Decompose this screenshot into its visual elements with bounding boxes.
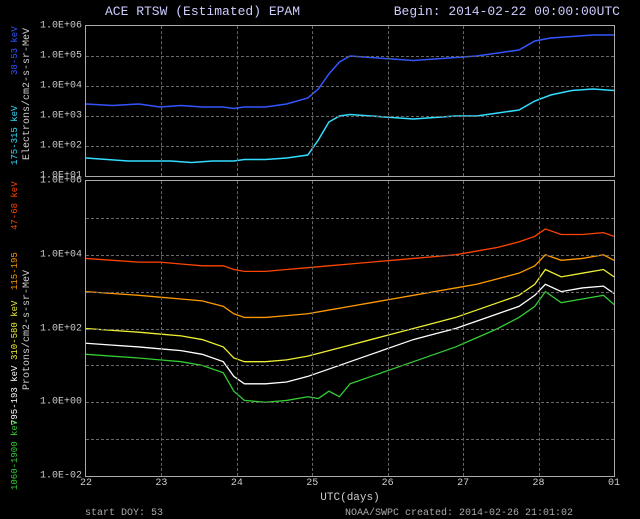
x-axis-label: UTC(days) xyxy=(320,492,379,504)
channel-label: 175-315 keV xyxy=(10,106,20,165)
channel-label: 38-53 keV xyxy=(10,26,20,75)
gridline xyxy=(463,26,464,176)
y-tick-label: 1.0E+02 xyxy=(40,323,82,334)
chart-title: ACE RTSW (Estimated) EPAM xyxy=(105,4,300,19)
y-tick-label: 1.0E-02 xyxy=(40,471,82,482)
protons-ylabel: Protons/cm2-s-sr-MeV xyxy=(22,270,33,390)
gridline xyxy=(388,181,389,476)
gridline xyxy=(86,365,614,366)
x-tick-label: 26 xyxy=(382,478,394,489)
protons-panel: UTC(days) 1.0E-021.0E+001.0E+021.0E+041.… xyxy=(85,180,615,477)
channel-label: 795-193 keV xyxy=(10,366,20,425)
electrons-traces xyxy=(86,26,614,176)
footer-start-doy: start DOY: 53 xyxy=(85,508,163,519)
x-tick-label: 22 xyxy=(80,478,92,489)
data-series xyxy=(86,89,614,163)
gridline xyxy=(161,26,162,176)
y-tick-label: 1.0E+00 xyxy=(40,397,82,408)
gridline xyxy=(388,26,389,176)
x-tick-label: 24 xyxy=(231,478,243,489)
y-tick-label: 1.0E+05 xyxy=(40,51,82,62)
gridline xyxy=(463,181,464,476)
x-tick-label: 25 xyxy=(306,478,318,489)
gridline xyxy=(86,292,614,293)
gridline xyxy=(312,26,313,176)
y-tick-label: 1.0E+06 xyxy=(40,176,82,187)
channel-label: 1060-1900 keV xyxy=(10,420,20,490)
chart-page: ACE RTSW (Estimated) EPAM Begin: 2014-02… xyxy=(0,0,640,512)
x-tick-label: 23 xyxy=(155,478,167,489)
channel-label: 310-580 keV xyxy=(10,301,20,360)
gridline xyxy=(86,146,614,147)
y-tick-label: 1.0E+06 xyxy=(40,21,82,32)
channel-label: 115-195 xyxy=(10,252,20,290)
gridline xyxy=(237,181,238,476)
chart-begin-time: Begin: 2014-02-22 00:00:00UTC xyxy=(394,4,620,19)
footer-credit: NOAA/SWPC created: 2014-02-26 21:01:02 xyxy=(345,508,573,519)
gridline xyxy=(86,329,614,330)
electrons-panel: 1.0E+011.0E+021.0E+031.0E+041.0E+051.0E+… xyxy=(85,25,615,177)
gridline xyxy=(86,439,614,440)
x-tick-label: 28 xyxy=(533,478,545,489)
x-tick-label: 27 xyxy=(457,478,469,489)
gridline xyxy=(539,26,540,176)
gridline xyxy=(312,181,313,476)
y-tick-label: 1.0E+04 xyxy=(40,249,82,260)
gridline xyxy=(86,218,614,219)
channel-label: 47-68 keV xyxy=(10,181,20,230)
gridline xyxy=(237,26,238,176)
gridline xyxy=(86,255,614,256)
electrons-ylabel: Electrons/cm2-s-sr-MeV xyxy=(22,28,33,160)
gridline xyxy=(86,56,614,57)
x-tick-label: 01 xyxy=(608,478,620,489)
y-tick-label: 1.0E+04 xyxy=(40,81,82,92)
data-series xyxy=(86,292,614,403)
data-series xyxy=(86,270,614,362)
gridline xyxy=(86,86,614,87)
y-tick-label: 1.0E+03 xyxy=(40,111,82,122)
gridline xyxy=(86,116,614,117)
gridline xyxy=(86,402,614,403)
y-tick-label: 1.0E+02 xyxy=(40,141,82,152)
gridline xyxy=(161,181,162,476)
gridline xyxy=(539,181,540,476)
data-series xyxy=(86,35,614,109)
